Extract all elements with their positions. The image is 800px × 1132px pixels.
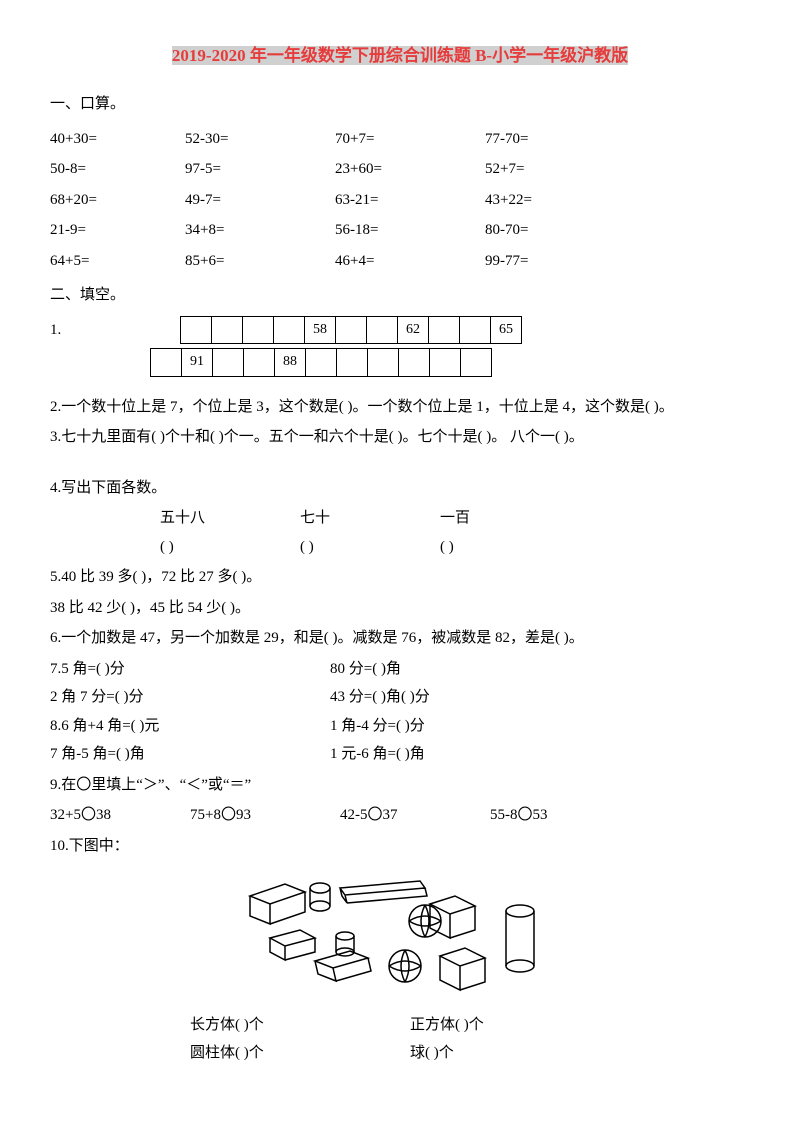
seq-cell: 58 [305, 316, 336, 344]
seq-cell [429, 316, 460, 344]
q5b: 38 比 42 少( )，45 比 54 少( )。 [50, 594, 750, 623]
title-year: 2019-2020 [172, 46, 246, 65]
title-rest: 年一年级数学下册综合训练题 B-小学一年级沪教版 [246, 46, 629, 65]
seq-cell [212, 316, 243, 344]
q4-name: 七十 [300, 504, 440, 533]
q4-name: 一百 [440, 504, 580, 533]
seq-cell [274, 316, 305, 344]
q7-row1: 7.5 角=( )分 80 分=( )角 [50, 655, 750, 684]
q7b: 80 分=( )角 [330, 655, 610, 684]
q7c: 2 角 7 分=( )分 [50, 683, 330, 712]
q10-head: 10.下图中： [50, 832, 750, 861]
seq-table-1: 58 62 65 [180, 316, 522, 345]
q10-cube: 正方体( )个 [410, 1011, 630, 1040]
mm-cell: 68+20= [50, 186, 185, 215]
seq-cell [460, 316, 491, 344]
mm-cell: 63-21= [335, 186, 485, 215]
q9-item: 55-8〇53 [490, 801, 640, 830]
q4-blank: ( ) [300, 533, 440, 562]
q4-name: 五十八 [160, 504, 300, 533]
q8c: 7 角-5 角=( )角 [50, 740, 330, 769]
q10-count-row1: 长方体( )个 正方体( )个 [190, 1011, 750, 1040]
q7-row2: 2 角 7 分=( )分 43 分=( )角( )分 [50, 683, 750, 712]
seq-cell: 88 [275, 349, 306, 377]
q4-names: 五十八 七十 一百 [50, 504, 750, 533]
seq-cell [181, 316, 212, 344]
seq-cell: 62 [398, 316, 429, 344]
section1-head: 一、口算。 [50, 90, 750, 119]
seq-cell: 91 [182, 349, 213, 377]
q9-head: 9.在〇里填上“＞”、“＜”或“＝” [50, 771, 750, 800]
q3: 3.七十九里面有( )个十和( )个一。五个一和六个十是( )。七个十是( )。… [50, 423, 750, 452]
mm-cell: 97-5= [185, 155, 335, 184]
mm-cell: 43+22= [485, 186, 635, 215]
q8-row2: 7 角-5 角=( )角 1 元-6 角=( )角 [50, 740, 750, 769]
mm-cell: 77-70= [485, 125, 635, 154]
q4-head: 4.写出下面各数。 [50, 474, 750, 503]
seq-cell [430, 349, 461, 377]
mm-cell: 50-8= [50, 155, 185, 184]
q9-item: 75+8〇93 [190, 801, 340, 830]
seq-cell [461, 349, 492, 377]
q1-row2: 91 88 [50, 348, 750, 377]
q1-label: 1. [50, 316, 180, 345]
mm-cell: 34+8= [185, 216, 335, 245]
seq-cell [306, 349, 337, 377]
mm-cell: 52-30= [185, 125, 335, 154]
shapes-svg-icon [230, 866, 570, 996]
q9-row: 32+5〇38 75+8〇93 42-5〇37 55-8〇53 [50, 801, 750, 830]
mm-cell: 40+30= [50, 125, 185, 154]
seq-cell [151, 349, 182, 377]
mm-cell: 23+60= [335, 155, 485, 184]
mm-cell: 80-70= [485, 216, 635, 245]
q4-blanks: ( ) ( ) ( ) [50, 533, 750, 562]
mm-cell: 85+6= [185, 247, 335, 276]
q4-blank: ( ) [160, 533, 300, 562]
mm-cell: 70+7= [335, 125, 485, 154]
mm-cell: 21-9= [50, 216, 185, 245]
seq-cell [243, 316, 274, 344]
mm-cell: 46+4= [335, 247, 485, 276]
seq-cell [399, 349, 430, 377]
shapes-figure [50, 866, 750, 1007]
mm-cell: 52+7= [485, 155, 635, 184]
q7d: 43 分=( )角( )分 [330, 683, 610, 712]
seq-cell [213, 349, 244, 377]
seq-cell [368, 349, 399, 377]
seq-cell [336, 316, 367, 344]
q10-sphere: 球( )个 [410, 1039, 630, 1068]
q9-item: 42-5〇37 [340, 801, 490, 830]
q8b: 1 角-4 分=( )分 [330, 712, 610, 741]
mental-math-grid: 40+30= 52-30= 70+7= 77-70= 50-8= 97-5= 2… [50, 125, 750, 276]
q4-blank: ( ) [440, 533, 580, 562]
q10-count-row2: 圆柱体( )个 球( )个 [190, 1039, 750, 1068]
q10-cuboid: 长方体( )个 [190, 1011, 410, 1040]
mm-cell: 49-7= [185, 186, 335, 215]
q9-item: 32+5〇38 [50, 801, 190, 830]
seq-cell: 65 [491, 316, 522, 344]
seq-cell [337, 349, 368, 377]
q8d: 1 元-6 角=( )角 [330, 740, 610, 769]
mm-cell: 56-18= [335, 216, 485, 245]
q8a: 8.6 角+4 角=( )元 [50, 712, 330, 741]
seq-table-2: 91 88 [150, 348, 492, 377]
q8-row1: 8.6 角+4 角=( )元 1 角-4 分=( )分 [50, 712, 750, 741]
seq-cell [244, 349, 275, 377]
page-title: 2019-2020 年一年级数学下册综合训练题 B-小学一年级沪教版 [50, 40, 750, 72]
q7a: 7.5 角=( )分 [50, 655, 330, 684]
q1-row1: 1. 58 62 65 [50, 316, 750, 345]
q10-cylinder: 圆柱体( )个 [190, 1039, 410, 1068]
mm-cell: 99-77= [485, 247, 635, 276]
mm-cell: 64+5= [50, 247, 185, 276]
q5a: 5.40 比 39 多( )，72 比 27 多( )。 [50, 563, 750, 592]
seq-cell [367, 316, 398, 344]
section2-head: 二、填空。 [50, 281, 750, 310]
q6: 6.一个加数是 47，另一个加数是 29，和是( )。减数是 76，被减数是 8… [50, 624, 750, 653]
q2: 2.一个数十位上是 7，个位上是 3，这个数是( )。一个数个位上是 1，十位上… [50, 393, 750, 422]
